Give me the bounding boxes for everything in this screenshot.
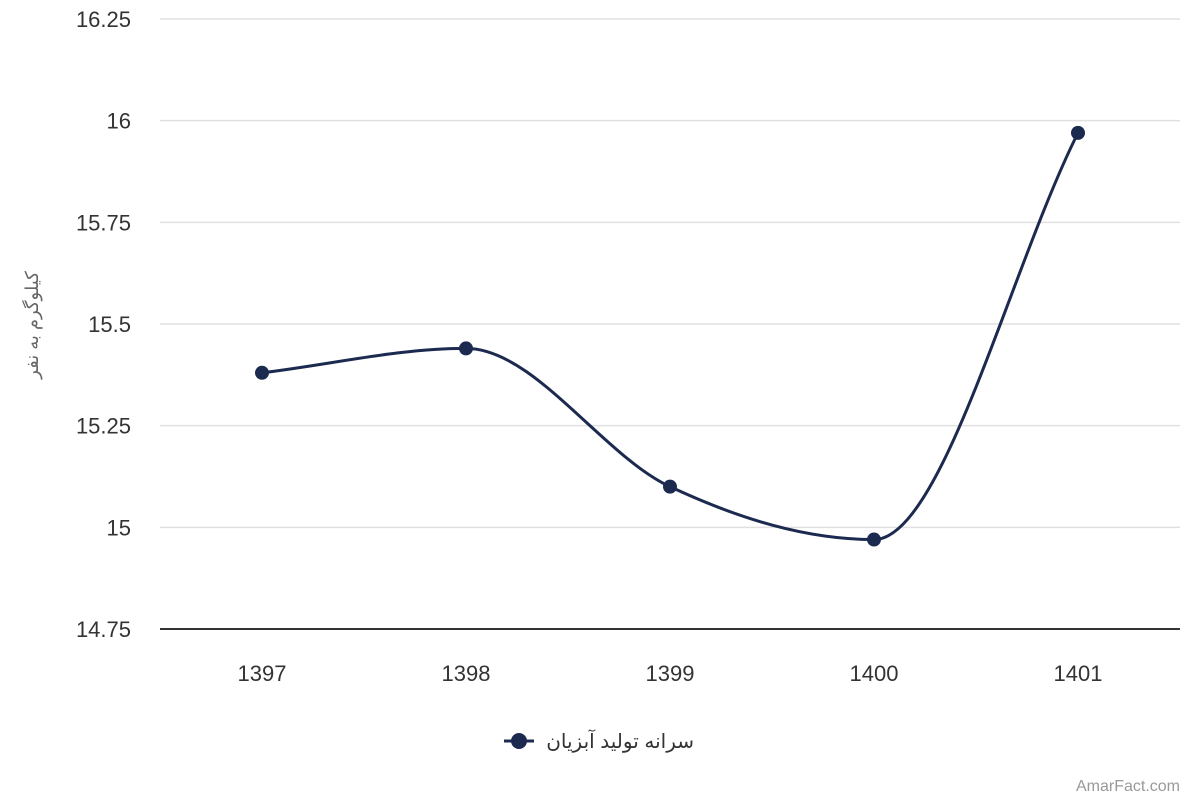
x-tick-label: 1401 xyxy=(1054,661,1103,686)
x-tick-label: 1397 xyxy=(238,661,287,686)
data-point[interactable]: 1398: 15.44 xyxy=(459,341,473,356)
x-tick-label: 1399 xyxy=(646,661,695,686)
data-point[interactable]: 1397: 15.38 xyxy=(255,365,269,380)
y-tick-label: 15.75 xyxy=(76,210,131,235)
x-tick-label: 1398 xyxy=(442,661,491,686)
data-point[interactable]: 1401: 15.97 xyxy=(1071,125,1085,140)
data-point[interactable]: 1400: 14.97 xyxy=(867,532,881,547)
x-axis-ticks: 1397 1398 1399 1400 1401 xyxy=(238,661,1103,686)
y-axis-label: کیلوگرم به نفر xyxy=(21,271,43,380)
credit-text[interactable]: AmarFact.com xyxy=(1076,778,1180,795)
legend-marker xyxy=(511,733,527,749)
y-tick-label: 15.25 xyxy=(76,414,131,439)
grid-lines xyxy=(160,18,1180,630)
legend[interactable]: سرانه تولید آبزیان xyxy=(504,728,694,753)
x-tick-label: 1400 xyxy=(850,661,899,686)
data-point[interactable]: 1399: 15.1 xyxy=(663,479,677,494)
y-tick-label: 16.25 xyxy=(76,7,131,32)
y-tick-label: 15.5 xyxy=(88,312,131,337)
legend-label: سرانه تولید آبزیان xyxy=(546,728,694,753)
y-tick-label: 15 xyxy=(107,515,131,540)
series-line xyxy=(261,132,1080,542)
y-tick-label: 16 xyxy=(107,109,131,134)
series-layer: 1397: 15.38 1398: 15.44 1399: 15.1 1400: 14… xyxy=(255,125,1085,547)
y-tick-label: 14.75 xyxy=(76,617,131,642)
y-axis-ticks: 16.25 16 15.75 15.5 15.25 15 14.75 xyxy=(76,7,131,642)
